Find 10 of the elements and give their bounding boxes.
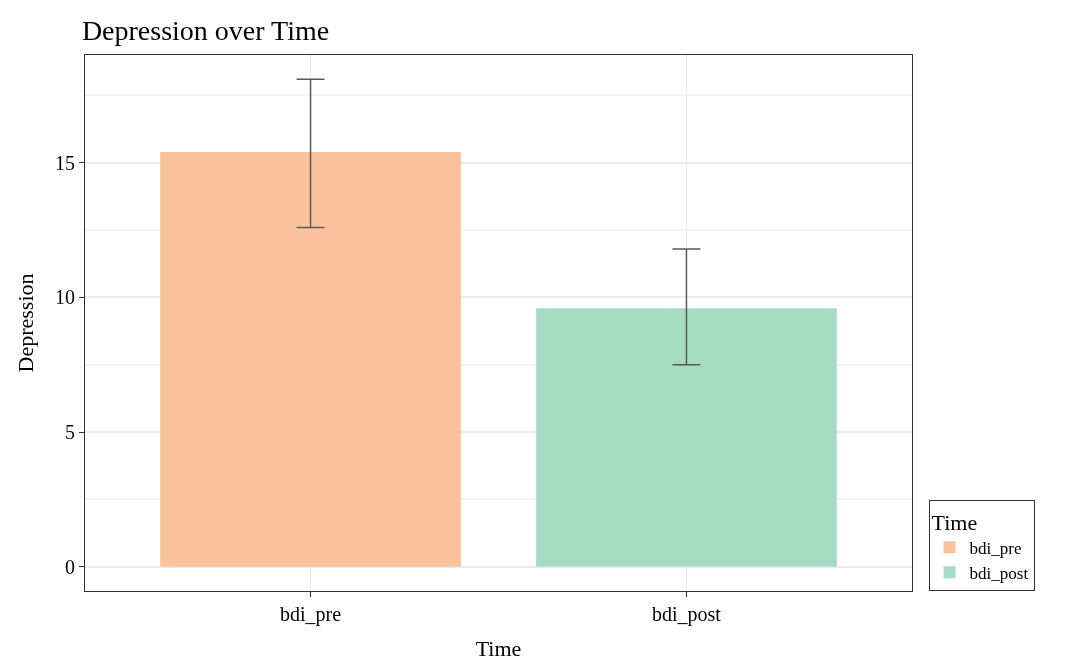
legend-title: Time [931, 509, 978, 535]
legend-label: bdi_post [969, 563, 1029, 583]
y-tick-label: 0 [65, 555, 75, 578]
y-tick-label: 15 [55, 151, 75, 174]
chart-title: Depression over Time [81, 14, 330, 46]
y-tick-label: 10 [55, 286, 75, 309]
legend-label: bdi_pre [969, 538, 1022, 558]
y-tick-label: 5 [65, 421, 75, 444]
y-axis-title: Depression [12, 273, 38, 373]
x-axis-title: Time [475, 635, 522, 661]
